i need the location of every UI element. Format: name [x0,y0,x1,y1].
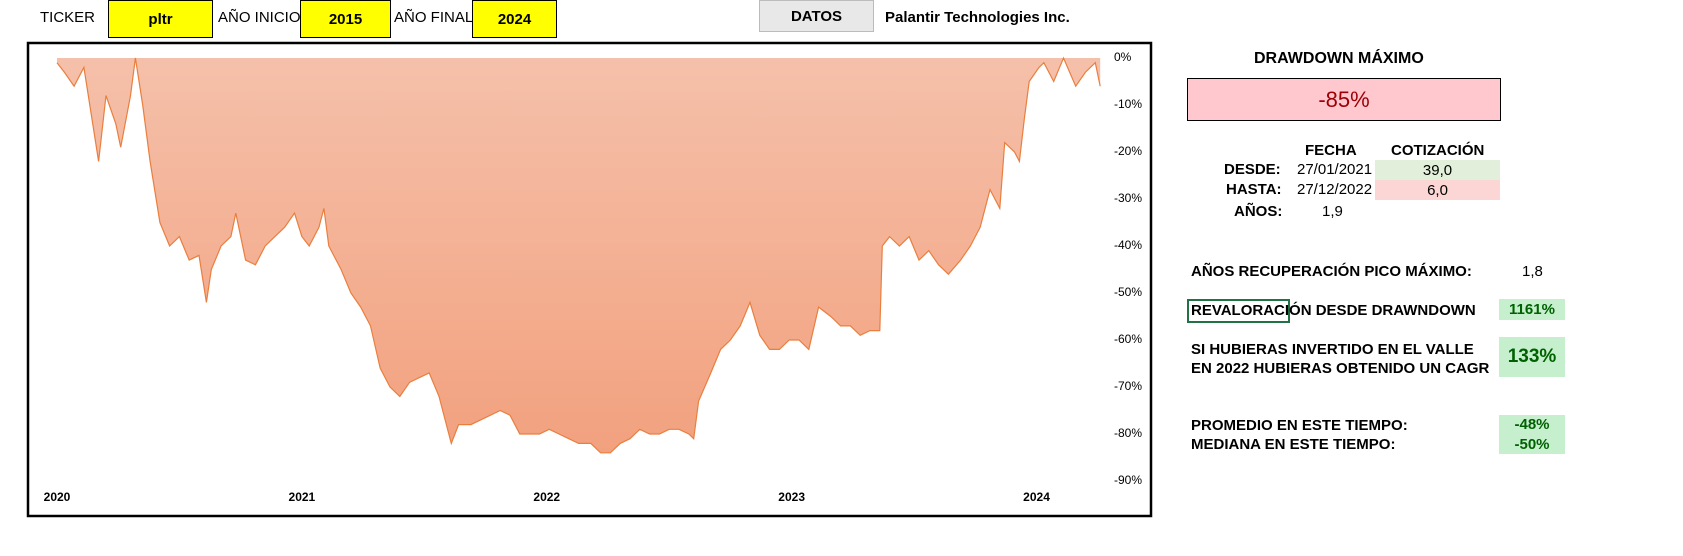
header: COTIZACIÓN [1391,142,1485,159]
label: AÑOS: [1234,203,1283,220]
y-tick-label: -40% [1114,238,1142,252]
price: 6,0 [1375,180,1500,200]
label: MEDIANA EN ESTE TIEMPO: [1191,436,1396,453]
label: AÑO FINAL [394,9,474,26]
label: REVALORACIÓN DESDE DRAWNDOWN [1191,302,1476,319]
value: 133% [1499,337,1565,377]
y-tick-label: -20% [1114,144,1142,158]
label: TICKER [40,9,96,26]
x-tick-label: 2020 [44,490,71,504]
label: PROMEDIO EN ESTE TIEMPO: [1191,417,1408,434]
y-tick-label: -60% [1114,332,1142,346]
input[interactable]: pltr [108,0,213,38]
x-tick-label: 2024 [1023,490,1050,504]
label: SI HUBIERAS INVERTIDO EN EL VALLE [1191,341,1474,358]
x-tick-label: 2021 [289,490,316,504]
header: FECHA [1305,142,1357,159]
y-tick-label: -70% [1114,379,1142,393]
y-tick-label: -10% [1114,97,1142,111]
chart: 0% -10% -20% -30% -40% -50% -60% -70% -80% -90% 20… [26,41,1153,518]
label: HASTA: [1226,181,1282,198]
x-tick-label: 2023 [778,490,805,504]
input[interactable]: 2024 [472,0,557,38]
chart-border [26,41,1153,518]
y-tick-label: -50% [1114,285,1142,299]
input[interactable]: 2015 [300,0,391,38]
max-drawdown: -85% [1187,78,1501,121]
value: -50% [1499,434,1565,454]
panel-title: DRAWDOWN MÁXIMO [1254,50,1424,67]
price: 39,0 [1375,160,1500,180]
button[interactable]: DATOS [759,0,874,32]
date: 27/12/2022 [1297,181,1373,198]
y-tick-label: 0% [1114,50,1132,64]
area [57,58,1101,453]
date: 27/01/2021 [1297,161,1373,178]
line [56,56,1101,454]
selected-cell[interactable] [1187,299,1290,323]
y-tick-label: -80% [1114,426,1142,440]
value: 1161% [1499,299,1565,320]
value: 1,8 [1522,263,1543,280]
y-tick-label: -90% [1114,473,1142,487]
y-tick-label: -30% [1114,191,1142,205]
label: DESDE: [1224,161,1281,178]
label: AÑOS RECUPERACIÓN PICO MÁXIMO: [1191,263,1472,280]
company: Palantir Technologies Inc. [885,9,1070,26]
label: AÑO INICIO [218,9,301,26]
value: -48% [1499,415,1565,434]
label: EN 2022 HUBIERAS OBTENIDO UN CAGR [1191,360,1490,377]
x-tick-label: 2022 [533,490,560,504]
value: 1,9 [1322,203,1343,220]
